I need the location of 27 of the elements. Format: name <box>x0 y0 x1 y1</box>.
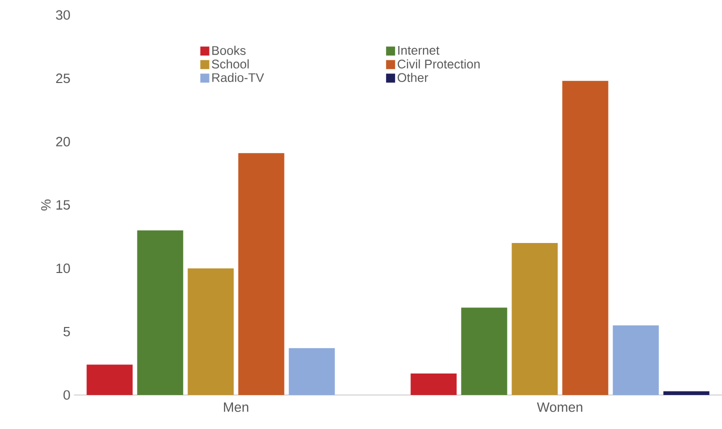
bar <box>663 391 710 395</box>
bar <box>612 325 659 395</box>
legend-label: Internet <box>398 46 440 55</box>
legend-label: Civil Protection <box>398 59 480 69</box>
y-tick-label: 10 <box>56 264 70 274</box>
y-axis-title: % <box>41 199 51 211</box>
bar <box>512 243 558 395</box>
y-tick-label: 25 <box>56 74 70 84</box>
bar <box>410 373 457 395</box>
legend-label: Other <box>398 72 428 82</box>
legend-label: Books <box>212 46 246 55</box>
x-tick-label: Women <box>536 402 582 412</box>
bar <box>137 230 184 395</box>
legend-label: Radio-TV <box>212 72 264 82</box>
bar <box>188 268 234 395</box>
bar <box>562 80 608 395</box>
bar <box>288 348 335 395</box>
x-tick-label: Men <box>224 402 248 412</box>
bar <box>461 308 508 395</box>
bar <box>238 153 284 395</box>
y-tick-label: 0 <box>64 390 70 400</box>
y-tick-label: 30 <box>56 10 70 20</box>
y-tick-label: 5 <box>64 326 70 336</box>
bar <box>86 364 133 395</box>
y-tick-label: 15 <box>56 200 70 210</box>
y-tick-label: 20 <box>56 136 70 146</box>
legend-label: School <box>212 59 249 69</box>
